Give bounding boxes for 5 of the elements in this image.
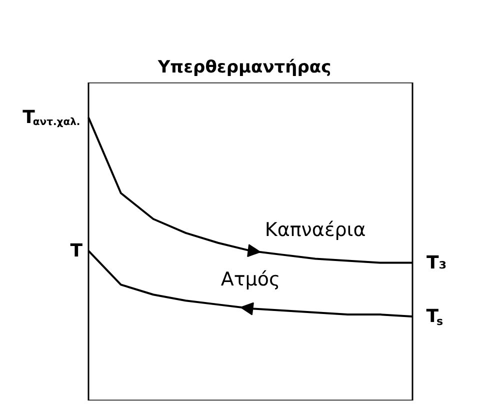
chart-title: Υπερθερμαντήρας (156, 58, 332, 78)
series-label: Ατμός (220, 268, 280, 291)
annotation: T₃ (426, 252, 447, 274)
series-label: Καπναέρια (264, 218, 366, 241)
annotation: T (70, 240, 84, 262)
